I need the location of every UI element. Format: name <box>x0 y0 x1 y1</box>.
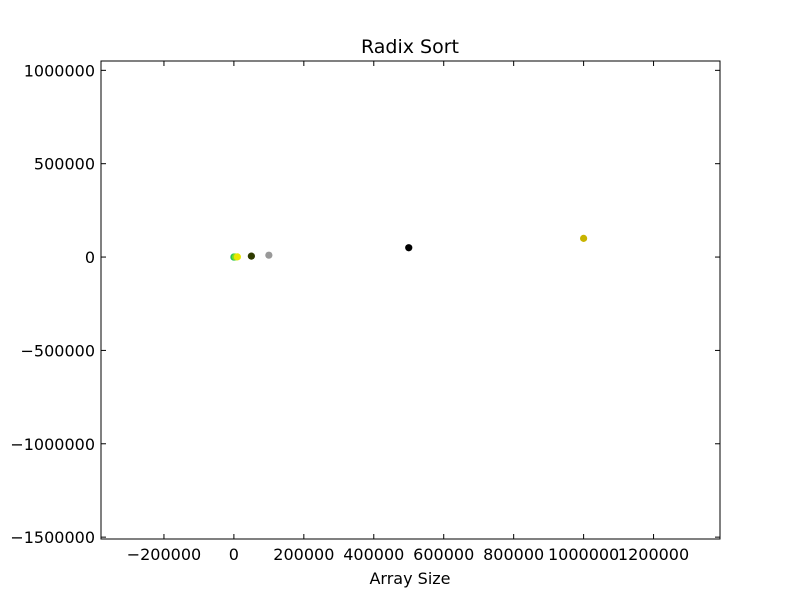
x-tick-label: 600000 <box>413 545 474 564</box>
data-point <box>580 234 588 242</box>
x-axis-label: Array Size <box>369 569 450 588</box>
y-tick-label: −500000 <box>21 341 95 360</box>
x-tick-label: 0 <box>229 545 239 564</box>
x-tick-label: 1200000 <box>618 545 689 564</box>
x-axis-ticks: −200000 0 200000 400000 600000 800000 10000001… <box>127 61 689 564</box>
data-point <box>233 253 241 261</box>
y-tick-label: 500000 <box>34 155 95 174</box>
x-tick-label: 1000000 <box>548 545 619 564</box>
data-point <box>265 251 273 259</box>
y-tick-label: 0 <box>85 248 95 267</box>
x-tick-label: 800000 <box>483 545 544 564</box>
y-tick-label: 1000000 <box>24 61 95 80</box>
x-tick-label: 200000 <box>273 545 334 564</box>
data-point <box>405 244 413 252</box>
chart-title: Radix Sort <box>361 36 459 58</box>
y-tick-label: −1000000 <box>10 435 95 454</box>
data-points <box>230 234 588 261</box>
data-point <box>247 252 255 260</box>
x-tick-label: 400000 <box>343 545 404 564</box>
plot-area-frame <box>100 60 721 540</box>
y-tick-label: −1500000 <box>10 528 95 547</box>
y-axis-ticks: 1000000 500000 0 −500000 −1000000 −1500000 <box>10 61 720 547</box>
x-tick-label: −200000 <box>127 545 201 564</box>
